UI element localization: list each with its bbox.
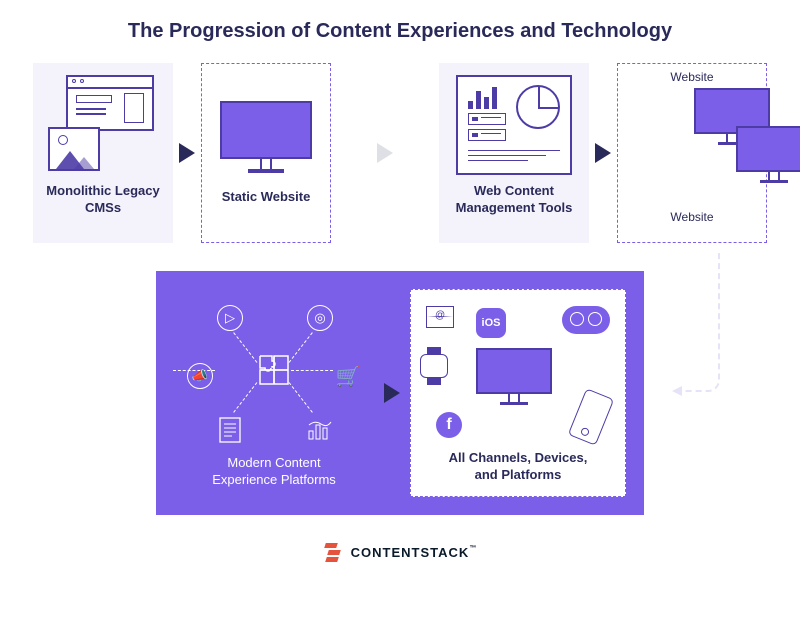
arrow-icon — [595, 143, 611, 163]
stage2-left-panel: Web Content Management Tools — [439, 63, 589, 243]
arrow-icon — [384, 383, 400, 403]
arrow-icon — [179, 143, 195, 163]
stage3-right-panel: @ iOS f All Channels, Devices, and Platf… — [410, 289, 626, 497]
vr-headset-icon — [562, 306, 610, 334]
footer: CONTENTSTACK™ — [30, 543, 770, 568]
legacy-cms-icon — [48, 75, 158, 175]
target-icon: ◎ — [307, 305, 333, 331]
analytics-icon — [307, 417, 333, 443]
cart-icon: 🛒 — [335, 363, 361, 389]
website-label-bottom: Website — [670, 210, 713, 224]
brand-logo: CONTENTSTACK™ — [323, 543, 478, 563]
stage3-left-panel: ▷ ◎ 📣 🛒 Modern Content Experience Platfo… — [174, 297, 374, 489]
email-icon: @ — [426, 306, 454, 328]
puzzle-icon — [257, 353, 291, 387]
ios-icon: iOS — [476, 308, 506, 338]
megaphone-icon: 📣 — [187, 363, 213, 389]
smartwatch-icon — [420, 354, 448, 378]
stage3-right-label: All Channels, Devices, and Platforms — [449, 450, 588, 484]
stage2-right-panel: Website Website — [617, 63, 767, 243]
stage1-left-label: Monolithic Legacy CMSs — [46, 183, 159, 217]
row-bottom: ▷ ◎ 📣 🛒 Modern Content Experience Platfo… — [30, 271, 770, 515]
website-label-top: Website — [670, 70, 713, 84]
faint-arrow-icon — [377, 143, 393, 163]
stage1-left-panel: Monolithic Legacy CMSs — [33, 63, 173, 243]
page-title: The Progression of Content Experiences a… — [30, 20, 770, 43]
wcm-dashboard-icon — [456, 75, 572, 175]
stage1-right-label: Static Website — [222, 189, 311, 206]
channels-cluster-icon: @ iOS f — [418, 302, 618, 442]
play-icon: ▷ — [217, 305, 243, 331]
experience-hub-icon: ▷ ◎ 📣 🛒 — [179, 297, 369, 447]
stage-1: Monolithic Legacy CMSs Static Website — [33, 63, 331, 243]
stage-3: ▷ ◎ 📣 🛒 Modern Content Experience Platfo… — [156, 271, 644, 515]
logo-mark-icon — [323, 543, 343, 563]
row-top: Monolithic Legacy CMSs Static Website We… — [30, 63, 770, 243]
desktop-icon — [474, 348, 554, 414]
stage-2: Web Content Management Tools Website Web… — [439, 63, 767, 243]
stage1-right-panel: Static Website — [201, 63, 331, 243]
smartphone-icon — [568, 388, 615, 446]
stage2-left-label: Web Content Management Tools — [456, 183, 573, 217]
document-icon — [217, 417, 243, 443]
stage3-left-label: Modern Content Experience Platforms — [212, 455, 336, 489]
monitor-icon — [218, 101, 314, 181]
facebook-icon: f — [436, 412, 462, 438]
brand-name: CONTENTSTACK™ — [351, 545, 478, 560]
